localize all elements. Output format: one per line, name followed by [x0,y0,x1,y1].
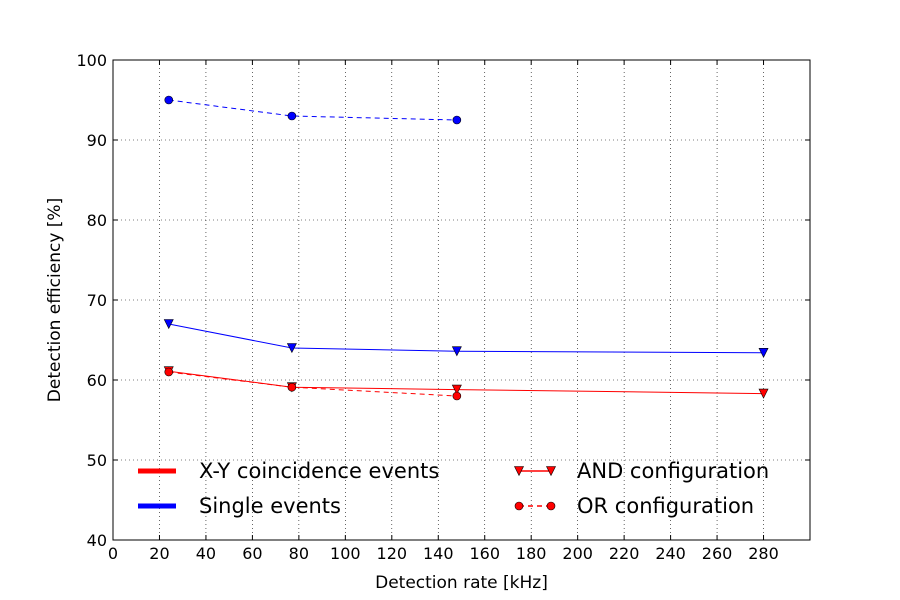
y-tick-label: 50 [87,451,107,470]
data-point-triangle [758,388,769,399]
x-tick-label: 180 [516,544,547,563]
legend-label: Single events [199,494,341,518]
data-point-triangle [286,343,297,354]
data-point-circle [164,367,174,377]
y-tick-label: 40 [87,531,107,550]
data-point-triangle [163,319,174,330]
y-tick-label: 80 [87,211,107,230]
series [164,367,462,401]
y-tick-label: 90 [87,131,107,150]
x-tick-label: 280 [748,544,779,563]
legend-label: AND configuration [577,459,769,483]
data-point-circle [546,501,556,511]
x-tick-label: 120 [377,544,408,563]
y-tick-label: 100 [76,51,107,70]
data-point-triangle [451,346,462,357]
data-point-circle [287,382,297,392]
axis-ticks: 0 20 40 60 80 100 120 140 160 180 200 220 240 260 280 4… [76,51,810,563]
data-point-triangle [451,384,462,395]
legend-label: OR configuration [577,494,754,518]
data-point-triangle [758,347,769,358]
x-tick-label: 80 [289,544,309,563]
x-tick-label: 260 [702,544,733,563]
x-tick-label: 140 [423,544,454,563]
series-line [168,370,764,395]
data-point-circle [452,391,462,401]
x-tick-label: 200 [562,544,593,563]
series [164,95,462,125]
data-point-triangle [514,466,524,477]
x-tick-label: 40 [196,544,216,563]
x-tick-label: 100 [330,544,361,563]
x-axis-label: Detection rate [kHz] [375,573,548,593]
data-point-circle [164,95,174,105]
series-line [168,323,764,354]
series-line [168,99,457,121]
legend-label: X-Y coincidence events [199,459,439,483]
series-line [168,371,457,397]
y-axis-label: Detection efficiency [%] [45,198,65,402]
x-tick-label: 160 [469,544,500,563]
x-tick-label: 0 [108,544,118,563]
data-point-circle [514,501,524,511]
legend: X-Y coincidence events Single events AND c… [138,459,769,518]
data-point-triangle [546,466,556,477]
series-layer [163,95,769,401]
data-point-circle [287,111,297,121]
data-point-circle [452,115,462,125]
x-tick-label: 220 [609,544,640,563]
x-tick-label: 60 [242,544,262,563]
x-tick-label: 240 [655,544,686,563]
y-tick-label: 70 [87,291,107,310]
x-tick-label: 20 [149,544,169,563]
grid [113,60,810,540]
series [163,319,769,358]
y-tick-label: 60 [87,371,107,390]
